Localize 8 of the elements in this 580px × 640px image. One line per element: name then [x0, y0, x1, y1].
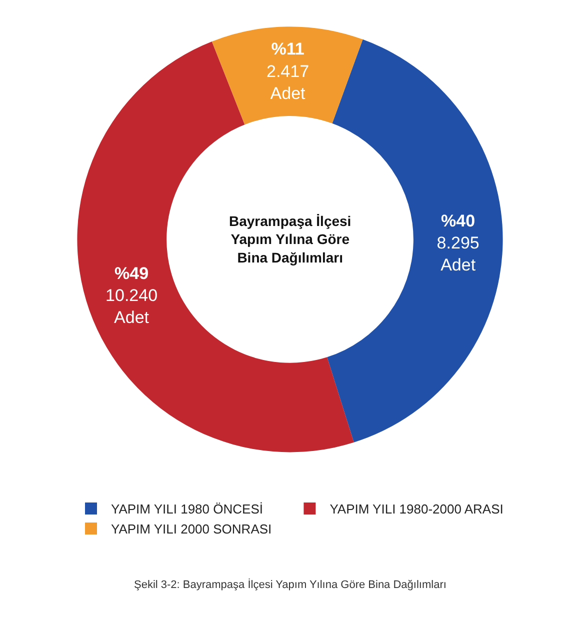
data-label: %49 10.240 Adet [106, 264, 158, 328]
data-label: %40 8.295 Adet [436, 212, 480, 275]
data-label: %11 2.417 Adet [266, 40, 310, 103]
legend-label: YAPIM YILI 1980 ÖNCESİ [111, 502, 263, 517]
legend-label: YAPIM YILI 2000 SONRASI [111, 522, 272, 537]
text: Şekil 3-2: Bayrampaşa İlçesi Yapım Yılına Göre Bina Dağılımları [134, 578, 446, 591]
legend-label: YAPIM YILI 1980-2000 ARASI [330, 502, 504, 517]
text: Bayrampaşa İlçesi Yapım Yılına Göre Bina Dağılımları [229, 213, 352, 266]
